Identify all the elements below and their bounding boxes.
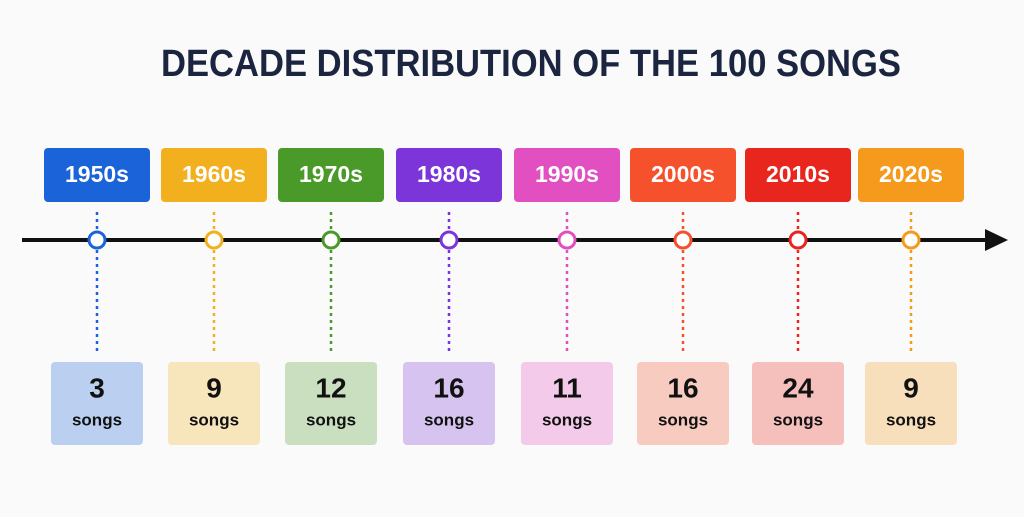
- decade-box: [161, 148, 267, 202]
- count-box: [521, 362, 613, 445]
- timeline-node: [439, 230, 459, 250]
- decade-box: [514, 148, 620, 202]
- count-box: [168, 362, 260, 445]
- count-unit: songs: [886, 410, 936, 429]
- count-box: [865, 362, 957, 445]
- decade-label: 2000s: [651, 161, 715, 187]
- decade-box: [858, 148, 964, 202]
- count-unit: songs: [542, 410, 592, 429]
- timeline-node: [557, 230, 577, 250]
- count-box: [403, 362, 495, 445]
- decade-box: [745, 148, 851, 202]
- count-value: 3: [89, 372, 105, 403]
- decade-label: 2020s: [879, 161, 943, 187]
- count-unit: songs: [306, 410, 356, 429]
- timeline-node: [321, 230, 341, 250]
- count-value: 24: [782, 372, 814, 403]
- count-value: 11: [552, 372, 582, 403]
- decade-box: [44, 148, 150, 202]
- timeline-node: [901, 230, 921, 250]
- title: DECADE DISTRIBUTION OF THE 100 SONGS: [161, 43, 901, 85]
- timeline-node: [788, 230, 808, 250]
- decade-label: 1980s: [417, 161, 481, 187]
- count-box: [285, 362, 377, 445]
- timeline-arrow: [985, 229, 1008, 251]
- count-value: 9: [206, 372, 222, 403]
- count-value: 9: [903, 372, 919, 403]
- decade-label: 1950s: [65, 161, 129, 187]
- count-value: 16: [433, 372, 464, 403]
- count-value: 16: [667, 372, 698, 403]
- count-unit: songs: [189, 410, 239, 429]
- timeline-node: [204, 230, 224, 250]
- decade-label: 2010s: [766, 161, 830, 187]
- count-unit: songs: [773, 410, 823, 429]
- count-unit: songs: [72, 410, 122, 429]
- count-box: [51, 362, 143, 445]
- count-value: 12: [315, 372, 346, 403]
- decade-label: 1970s: [299, 161, 363, 187]
- count-unit: songs: [424, 410, 474, 429]
- decade-label: 1990s: [535, 161, 599, 187]
- decade-label: 1960s: [182, 161, 246, 187]
- decade-box: [630, 148, 736, 202]
- count-box: [752, 362, 844, 445]
- count-unit: songs: [658, 410, 708, 429]
- decade-box: [278, 148, 384, 202]
- decade-box: [396, 148, 502, 202]
- timeline-node: [87, 230, 107, 250]
- timeline-node: [673, 230, 693, 250]
- count-box: [637, 362, 729, 445]
